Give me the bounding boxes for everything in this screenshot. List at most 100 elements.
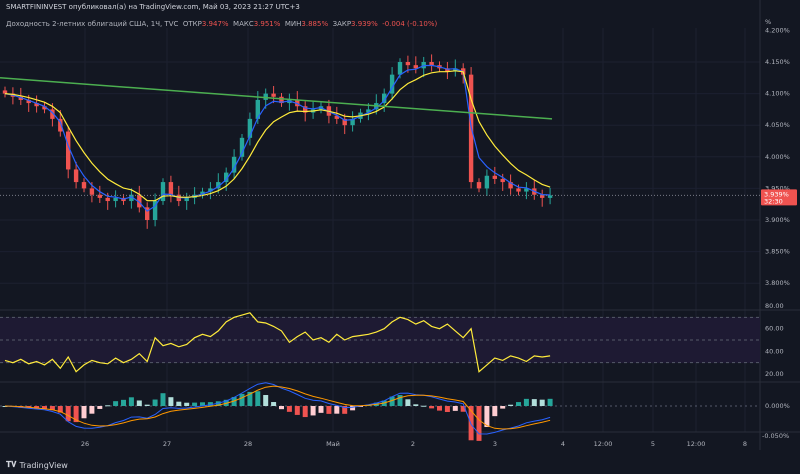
candle-body	[89, 188, 95, 195]
macd-histogram-bar	[350, 406, 356, 411]
candle-body	[113, 197, 118, 202]
time-tick: 4	[561, 440, 565, 448]
macd-signal-line	[4, 385, 551, 430]
legend-line: Доходность 2-летних облигаций США, 1Ч, T…	[6, 20, 437, 28]
macd-histogram-bar	[192, 402, 198, 406]
time-tick: 5	[651, 440, 655, 448]
grid	[0, 0, 800, 450]
price-tick: 4.200%	[765, 26, 790, 34]
macd-histogram-bar	[326, 406, 332, 414]
macd-line	[4, 382, 551, 435]
candle-body	[208, 188, 213, 192]
indicator-lines	[0, 64, 760, 441]
price-tick: 3.950%	[765, 184, 790, 192]
price-tick: 3.850%	[765, 248, 790, 256]
candle-body	[389, 74, 395, 94]
macd-histogram-bar	[57, 406, 63, 413]
candle-body	[547, 195, 553, 198]
macd-histogram-bar	[271, 402, 277, 406]
price-tick: 4.050%	[765, 121, 790, 129]
open-value: 3.947%	[201, 20, 229, 28]
macd-histogram-bar	[176, 401, 182, 406]
time-tick: 28	[244, 440, 252, 448]
candle-body	[66, 131, 71, 170]
open-label: ОТКР	[182, 20, 202, 28]
candle-body	[10, 93, 16, 97]
macd-histogram-bar	[200, 402, 205, 406]
macd-histogram-bar	[2, 406, 8, 407]
time-tick: Май	[326, 440, 340, 448]
candle-body	[476, 182, 482, 189]
macd-histogram-bar	[531, 399, 537, 406]
candle-body	[263, 93, 268, 100]
macd-histogram-bar	[539, 399, 545, 406]
rsi-tick: 60.00	[765, 325, 784, 333]
sma-long-line	[0, 77, 553, 120]
macd-histogram-bar	[381, 400, 387, 406]
macd-histogram-bar	[484, 406, 490, 428]
macd-histogram-bar	[358, 406, 363, 407]
rsi-tick: 20.00	[765, 370, 784, 378]
macd-histogram-bar	[365, 404, 371, 406]
candle-body	[532, 188, 537, 195]
tradingview-logo[interactable]: 𝐓𝐕 TradingView	[6, 460, 68, 470]
macd-histogram-bar	[160, 393, 166, 406]
macd-histogram-bar	[286, 406, 292, 412]
candle-body	[239, 137, 245, 157]
candle-body	[200, 191, 205, 195]
macd-histogram-bar	[207, 402, 213, 406]
price-tick: 3.900%	[765, 216, 790, 224]
candle-body	[34, 103, 39, 107]
macd-histogram-bar	[342, 406, 348, 414]
price-tick: 4.150%	[765, 58, 790, 66]
candle-body	[279, 96, 284, 104]
macd-histogram-bar	[389, 396, 395, 406]
candle-body	[97, 194, 102, 198]
close-value: 3.939%	[351, 20, 378, 28]
macd-histogram-bar	[334, 406, 340, 414]
macd-histogram-bar	[492, 406, 498, 417]
candle-body	[461, 68, 466, 75]
macd-histogram-bar	[263, 395, 269, 406]
candle-body	[413, 65, 418, 69]
macd-histogram-bar	[34, 406, 40, 409]
macd-histogram-bar	[500, 406, 506, 409]
macd-histogram-bar	[255, 391, 261, 406]
macd-histogram-bar	[460, 406, 466, 412]
candle-body	[405, 62, 411, 66]
low-label: МИН	[284, 20, 302, 28]
close-label: ЗАКР	[332, 20, 352, 28]
candle-body	[160, 182, 166, 202]
candle-body	[524, 188, 529, 192]
brand-text: TradingView	[19, 460, 68, 470]
macd-histogram-bar	[105, 405, 111, 407]
ema-fast-line	[4, 64, 551, 212]
ema-slow-line	[4, 70, 551, 202]
macd-histogram-bar	[42, 406, 47, 409]
candle-body	[176, 194, 181, 202]
time-tick: 12:00	[594, 440, 613, 448]
macd-histogram-bar	[429, 406, 435, 409]
macd-histogram-bar	[231, 396, 237, 406]
time-tick: 2	[411, 440, 415, 448]
tv-logo-icon: 𝐓𝐕	[6, 460, 17, 469]
candles	[2, 54, 553, 229]
candle-body	[105, 197, 110, 202]
macd-histogram-bar	[18, 406, 24, 408]
rsi-band	[0, 317, 760, 363]
candle-body	[492, 175, 497, 179]
macd-histogram-bar	[476, 406, 482, 441]
price-tick: 4.100%	[765, 90, 790, 98]
candle-body	[216, 182, 221, 189]
rsi-line	[4, 312, 551, 373]
symbol-name[interactable]: Доходность 2-летних облигаций США, 1Ч, T…	[6, 20, 179, 28]
macd-histogram-bar	[152, 399, 158, 406]
macd-histogram-bar	[294, 406, 300, 415]
candle-body	[468, 74, 474, 183]
candle-body	[445, 68, 450, 72]
candle-body	[58, 118, 63, 132]
macd-histogram-bar	[184, 402, 190, 406]
macd-histogram-bar	[128, 397, 134, 406]
macd-histogram-bar	[523, 398, 529, 406]
